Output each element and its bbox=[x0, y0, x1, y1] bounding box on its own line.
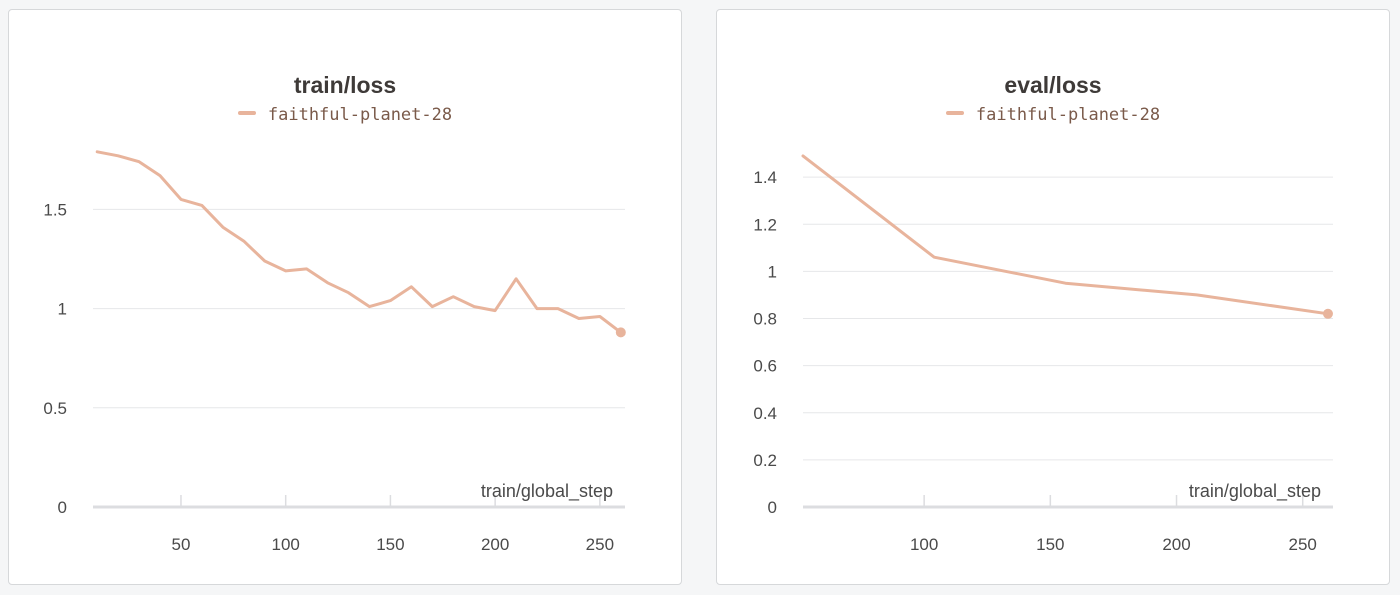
chart-title: train/loss bbox=[293, 72, 397, 98]
x-tick-label: 250 bbox=[586, 535, 614, 554]
legend-swatch bbox=[945, 111, 964, 115]
y-tick-label: 0 bbox=[58, 498, 67, 517]
y-tick-label: 1.4 bbox=[753, 168, 777, 187]
x-tick-label: 250 bbox=[1289, 535, 1317, 554]
x-tick-label: 100 bbox=[910, 535, 938, 554]
y-tick-label: 1 bbox=[58, 300, 67, 319]
legend-swatch bbox=[237, 111, 256, 115]
eval-loss-plot[interactable]: 0 0.2 0.4 0.6 0.8 1 1.2 1.4 100 150 200 250 train/gl… bbox=[717, 10, 1391, 586]
legend[interactable]: faithful-planet-28 bbox=[9, 105, 681, 125]
x-axis-title: train/global_step bbox=[1189, 481, 1321, 502]
y-tick-label: 1 bbox=[768, 262, 777, 281]
y-tick-label: 0.6 bbox=[753, 357, 777, 376]
y-tick-label: 1.5 bbox=[43, 200, 67, 219]
y-tick-label: 0.5 bbox=[43, 399, 67, 418]
legend[interactable]: faithful-planet-28 bbox=[717, 105, 1389, 125]
x-tick-label: 150 bbox=[1036, 535, 1064, 554]
series-end-point bbox=[1322, 308, 1333, 319]
y-tick-label: 0.2 bbox=[753, 451, 777, 470]
x-tick-label: 100 bbox=[272, 535, 300, 554]
x-tick-label: 150 bbox=[376, 535, 404, 554]
x-tick-label: 50 bbox=[172, 535, 191, 554]
chart-title: eval/loss bbox=[1004, 72, 1102, 98]
legend-label: faithful-planet-28 bbox=[975, 105, 1161, 125]
y-tick-label: 0.8 bbox=[753, 310, 777, 329]
series-line bbox=[95, 150, 623, 334]
y-tick-label: 1.2 bbox=[753, 215, 777, 234]
x-tick-label: 200 bbox=[481, 535, 509, 554]
legend-label: faithful-planet-28 bbox=[267, 105, 453, 125]
x-tick-label: 200 bbox=[1162, 535, 1190, 554]
series-line bbox=[801, 154, 1330, 316]
y-tick-label: 0 bbox=[768, 498, 777, 517]
x-axis-title: train/global_step bbox=[481, 481, 613, 502]
train-loss-plot[interactable]: 0 0.5 1 1.5 50 100 150 200 250 train/global_step bbox=[9, 10, 683, 586]
series-end-point bbox=[615, 327, 626, 338]
y-tick-label: 0.4 bbox=[753, 404, 777, 423]
train-loss-panel: train/loss faithful-planet-28 0 0.5 1 1.5 50… bbox=[8, 9, 682, 585]
eval-loss-panel: eval/loss faithful-planet-28 0 0.2 0.4 0.6 0… bbox=[716, 9, 1390, 585]
